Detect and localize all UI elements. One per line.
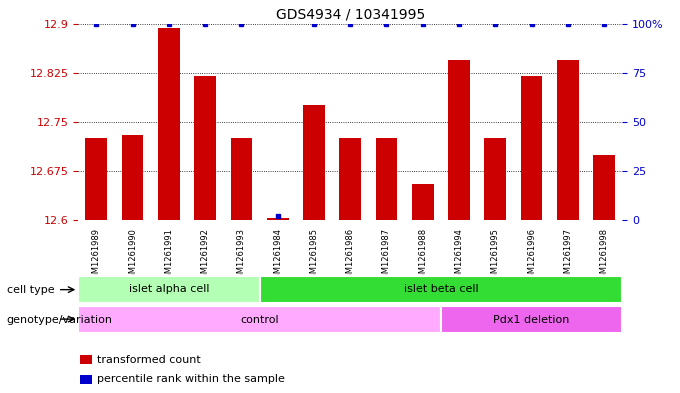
Bar (303, 105, 325, 220)
Bar (78, 306, 441, 333)
Text: cell type: cell type (7, 285, 54, 295)
Text: islet beta cell: islet beta cell (403, 285, 478, 294)
Bar (412, 184, 434, 220)
Bar (78, 276, 260, 303)
Bar (521, 76, 543, 220)
Bar (484, 138, 506, 220)
Text: Pdx1 deletion: Pdx1 deletion (494, 315, 570, 325)
Bar (80, 355, 92, 364)
Bar (194, 76, 216, 220)
Bar (158, 28, 180, 220)
Text: islet alpha cell: islet alpha cell (129, 285, 209, 294)
Bar (80, 375, 92, 384)
Bar (231, 138, 252, 220)
Text: transformed count: transformed count (97, 354, 201, 365)
Bar (86, 138, 107, 220)
Bar (267, 218, 288, 220)
Text: control: control (240, 315, 279, 325)
Bar (375, 138, 397, 220)
Title: GDS4934 / 10341995: GDS4934 / 10341995 (275, 7, 425, 21)
Bar (557, 60, 579, 220)
Bar (339, 138, 361, 220)
Text: genotype/variation: genotype/variation (7, 314, 113, 325)
Bar (122, 135, 143, 220)
Bar (593, 154, 615, 220)
Bar (441, 306, 622, 333)
Bar (448, 60, 470, 220)
Text: percentile rank within the sample: percentile rank within the sample (97, 374, 285, 384)
Bar (260, 276, 622, 303)
